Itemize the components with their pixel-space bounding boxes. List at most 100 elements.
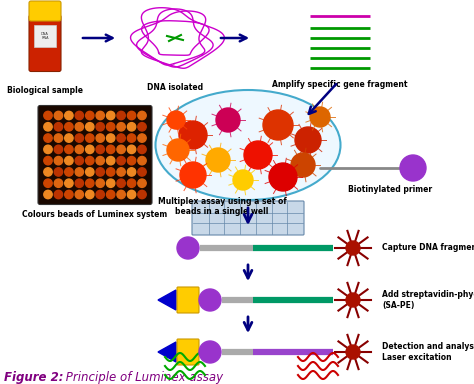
Circle shape bbox=[44, 156, 52, 165]
Circle shape bbox=[86, 179, 94, 187]
Circle shape bbox=[117, 190, 125, 199]
Text: Principle of Luminex assay: Principle of Luminex assay bbox=[62, 371, 223, 384]
Circle shape bbox=[117, 122, 125, 131]
Circle shape bbox=[128, 122, 136, 131]
Circle shape bbox=[54, 134, 63, 142]
Circle shape bbox=[86, 145, 94, 154]
Text: Capture DNA fragment: Capture DNA fragment bbox=[382, 243, 474, 253]
Circle shape bbox=[216, 108, 240, 132]
FancyBboxPatch shape bbox=[192, 201, 304, 235]
Circle shape bbox=[310, 107, 330, 127]
Circle shape bbox=[64, 122, 73, 131]
Circle shape bbox=[107, 190, 115, 199]
Circle shape bbox=[96, 134, 104, 142]
Circle shape bbox=[64, 134, 73, 142]
Circle shape bbox=[64, 145, 73, 154]
Circle shape bbox=[128, 111, 136, 120]
Circle shape bbox=[199, 341, 221, 363]
Circle shape bbox=[75, 156, 83, 165]
Circle shape bbox=[75, 145, 83, 154]
Circle shape bbox=[199, 289, 221, 311]
Circle shape bbox=[138, 134, 146, 142]
Circle shape bbox=[346, 241, 360, 255]
Circle shape bbox=[346, 293, 360, 307]
Circle shape bbox=[179, 121, 207, 149]
Circle shape bbox=[117, 179, 125, 187]
Circle shape bbox=[75, 111, 83, 120]
Circle shape bbox=[54, 179, 63, 187]
Circle shape bbox=[44, 134, 52, 142]
FancyBboxPatch shape bbox=[177, 339, 199, 365]
Circle shape bbox=[295, 127, 321, 153]
Circle shape bbox=[117, 156, 125, 165]
Circle shape bbox=[128, 156, 136, 165]
Circle shape bbox=[269, 163, 297, 191]
Circle shape bbox=[86, 190, 94, 199]
Circle shape bbox=[117, 134, 125, 142]
Circle shape bbox=[138, 179, 146, 187]
Text: Biotinylated primer: Biotinylated primer bbox=[348, 185, 432, 194]
Circle shape bbox=[128, 190, 136, 199]
Circle shape bbox=[86, 134, 94, 142]
Circle shape bbox=[400, 155, 426, 181]
Circle shape bbox=[75, 179, 83, 187]
Text: DNA
RNA: DNA RNA bbox=[41, 32, 49, 40]
Text: Add streptavidin-phycoerythrin
(SA-PE): Add streptavidin-phycoerythrin (SA-PE) bbox=[382, 290, 474, 310]
FancyBboxPatch shape bbox=[38, 106, 152, 205]
Circle shape bbox=[117, 111, 125, 120]
Circle shape bbox=[44, 111, 52, 120]
Circle shape bbox=[107, 145, 115, 154]
Circle shape bbox=[107, 156, 115, 165]
Circle shape bbox=[54, 168, 63, 176]
Circle shape bbox=[138, 145, 146, 154]
Circle shape bbox=[86, 122, 94, 131]
Ellipse shape bbox=[155, 90, 340, 200]
Circle shape bbox=[54, 156, 63, 165]
Circle shape bbox=[96, 122, 104, 131]
Circle shape bbox=[75, 122, 83, 131]
Circle shape bbox=[54, 190, 63, 199]
Text: Biological sample: Biological sample bbox=[7, 86, 83, 95]
Text: Detection and analysis by
Laser excitation: Detection and analysis by Laser excitati… bbox=[382, 342, 474, 362]
Text: Amplify specific gene fragment: Amplify specific gene fragment bbox=[272, 80, 408, 89]
Circle shape bbox=[96, 111, 104, 120]
Circle shape bbox=[263, 110, 293, 140]
Text: Multiplex assay using a set of
beads in a single well: Multiplex assay using a set of beads in … bbox=[158, 197, 286, 217]
Circle shape bbox=[107, 134, 115, 142]
Circle shape bbox=[107, 168, 115, 176]
Circle shape bbox=[117, 145, 125, 154]
Text: Figure 2:: Figure 2: bbox=[4, 371, 64, 384]
Circle shape bbox=[346, 345, 360, 359]
Circle shape bbox=[138, 156, 146, 165]
Circle shape bbox=[96, 156, 104, 165]
Polygon shape bbox=[158, 290, 176, 310]
Circle shape bbox=[44, 145, 52, 154]
Circle shape bbox=[167, 139, 189, 161]
Circle shape bbox=[138, 111, 146, 120]
Circle shape bbox=[138, 190, 146, 199]
Circle shape bbox=[128, 168, 136, 176]
Circle shape bbox=[244, 141, 272, 169]
Circle shape bbox=[128, 134, 136, 142]
Circle shape bbox=[233, 170, 253, 190]
Circle shape bbox=[64, 156, 73, 165]
Circle shape bbox=[44, 179, 52, 187]
Circle shape bbox=[86, 168, 94, 176]
Text: Colours beads of Luminex system: Colours beads of Luminex system bbox=[22, 210, 168, 219]
Circle shape bbox=[54, 122, 63, 131]
Circle shape bbox=[75, 168, 83, 176]
Circle shape bbox=[64, 168, 73, 176]
Circle shape bbox=[86, 156, 94, 165]
Circle shape bbox=[64, 179, 73, 187]
Circle shape bbox=[177, 237, 199, 259]
Circle shape bbox=[128, 145, 136, 154]
Polygon shape bbox=[158, 342, 176, 362]
Circle shape bbox=[167, 111, 185, 129]
Circle shape bbox=[138, 168, 146, 176]
Circle shape bbox=[96, 190, 104, 199]
Bar bbox=[34, 25, 56, 47]
FancyBboxPatch shape bbox=[29, 1, 61, 21]
FancyBboxPatch shape bbox=[177, 287, 199, 313]
Circle shape bbox=[64, 190, 73, 199]
FancyBboxPatch shape bbox=[29, 15, 61, 71]
